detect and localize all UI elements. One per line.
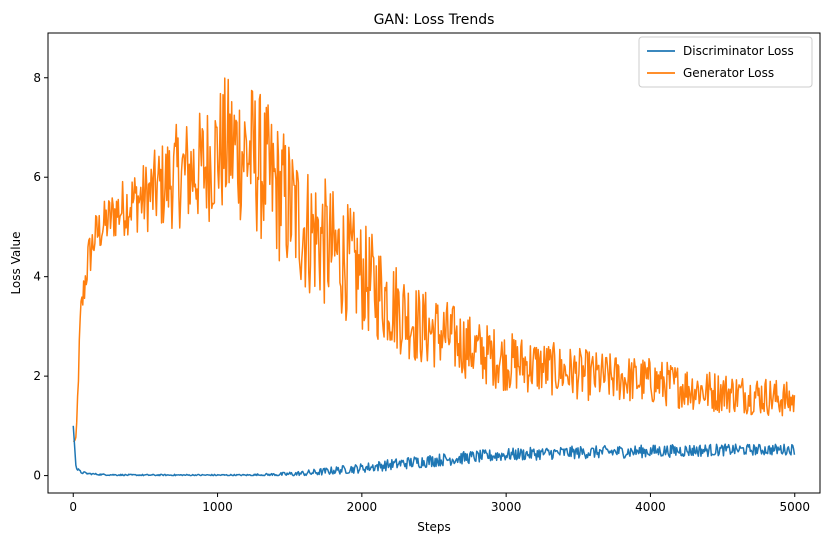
y-tick-label: 0: [33, 469, 41, 483]
x-axis-ticks: 0 1000 2000 3000 4000 5000: [69, 493, 810, 514]
x-tick-label: 2000: [347, 500, 378, 514]
x-tick-label: 3000: [491, 500, 522, 514]
y-tick-label: 8: [33, 71, 41, 85]
legend-label: Generator Loss: [683, 66, 774, 80]
chart-title: GAN: Loss Trends: [374, 12, 495, 28]
x-axis-title: Steps: [417, 520, 451, 534]
y-axis-title: Loss Value: [9, 231, 23, 294]
generator-loss-line: [72, 77, 796, 442]
plot-area: [47, 32, 821, 494]
x-tick-label: 5000: [779, 500, 810, 514]
plot-frame: [47, 32, 821, 494]
x-tick-label: 1000: [202, 500, 233, 514]
y-axis-ticks: 0 2 4 6 8: [33, 71, 48, 483]
series-layer: [72, 77, 796, 477]
y-tick-label: 4: [33, 270, 41, 284]
legend: Discriminator Loss Generator Loss: [638, 36, 813, 88]
x-tick-label: 0: [69, 500, 77, 514]
legend-label: Discriminator Loss: [683, 44, 794, 58]
legend-box: [638, 36, 813, 88]
x-tick-label: 4000: [635, 500, 666, 514]
y-tick-label: 2: [33, 369, 41, 383]
discriminator-loss-line: [72, 425, 796, 477]
y-tick-label: 6: [33, 170, 41, 184]
